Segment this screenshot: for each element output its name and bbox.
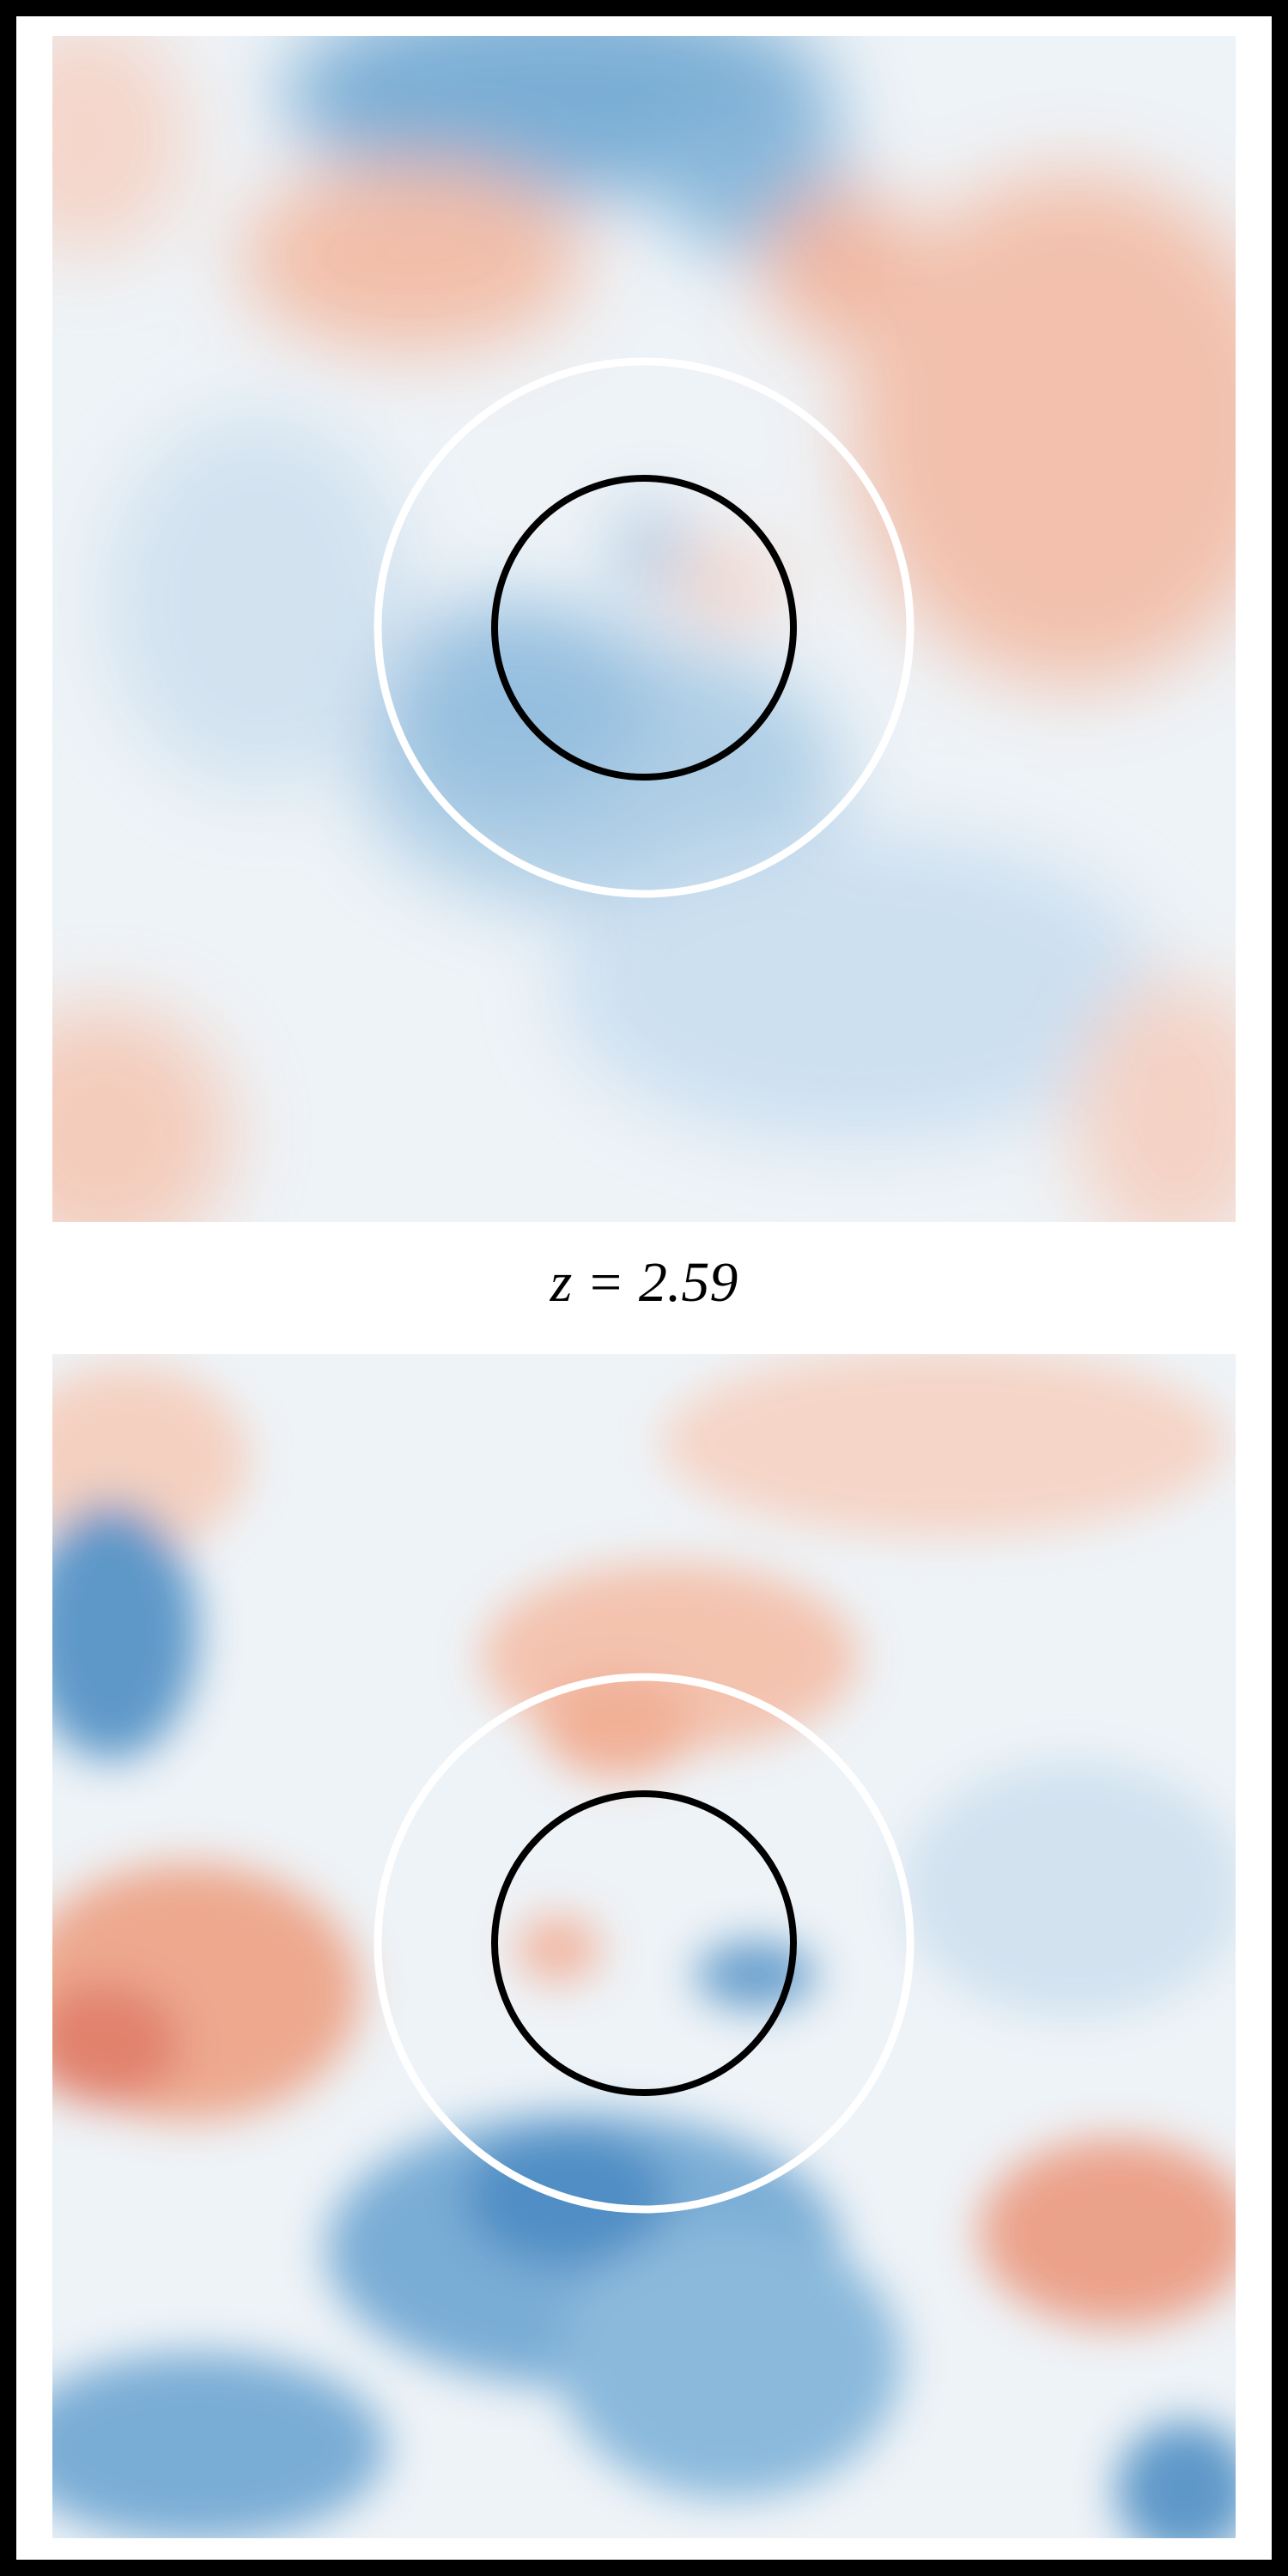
redshift-label: z = 2.59: [550, 1251, 738, 1314]
outer-circle: [374, 357, 914, 898]
inner-circle: [491, 1790, 797, 2096]
inner-circle: [491, 475, 797, 781]
outer-circle: [374, 1673, 914, 2214]
bottom-field: [52, 1354, 1236, 2538]
top-field: [52, 36, 1236, 1222]
